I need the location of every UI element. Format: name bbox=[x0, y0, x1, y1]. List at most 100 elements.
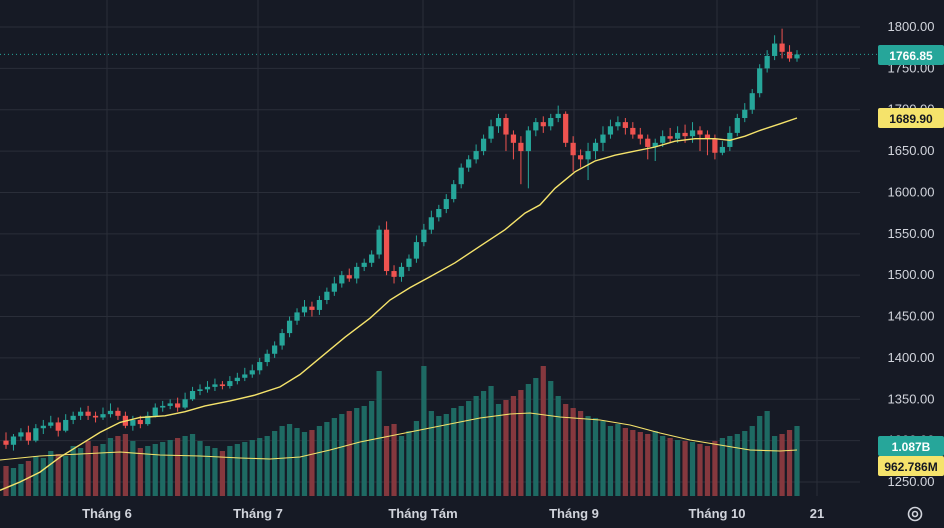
candle-body bbox=[600, 134, 606, 143]
volume-ma-badge: 962.786M bbox=[878, 456, 944, 476]
candle bbox=[279, 328, 285, 350]
volume-bar bbox=[78, 448, 84, 496]
candle bbox=[204, 381, 211, 393]
volume-bar bbox=[727, 436, 733, 496]
time-axis[interactable]: Tháng 6 Tháng 7 Tháng Tám Tháng 9 Tháng 10 21 bbox=[82, 506, 824, 521]
candle bbox=[219, 381, 226, 390]
candle bbox=[779, 28, 785, 59]
candle bbox=[212, 378, 218, 391]
candle-body bbox=[272, 345, 278, 354]
time-tick-label: Tháng 10 bbox=[688, 506, 745, 521]
candle-body bbox=[540, 122, 546, 127]
candle bbox=[130, 415, 136, 431]
candle-body bbox=[443, 199, 449, 209]
price-tick-label: 1450.00 bbox=[888, 309, 935, 324]
settings-gear-icon[interactable] bbox=[906, 505, 924, 523]
candle-body bbox=[227, 381, 233, 387]
candle-body bbox=[652, 142, 658, 147]
volume-bar bbox=[413, 421, 420, 496]
last-price-badge: 1766.85 bbox=[878, 45, 944, 65]
candle-body bbox=[779, 43, 785, 52]
volume-value: 1.087B bbox=[892, 440, 931, 454]
candle-body bbox=[495, 118, 502, 127]
candle-body bbox=[592, 142, 599, 152]
candle-body bbox=[18, 432, 24, 437]
volume-bar bbox=[70, 446, 76, 496]
candle bbox=[197, 384, 203, 396]
candle bbox=[286, 316, 293, 338]
volume-bar bbox=[742, 431, 748, 496]
volume-bar bbox=[667, 438, 673, 496]
candle-body bbox=[324, 291, 330, 300]
candle-body bbox=[40, 425, 46, 429]
candle bbox=[458, 163, 464, 189]
candle bbox=[772, 35, 778, 61]
volume-badge: 1.087B bbox=[878, 436, 944, 456]
candle bbox=[749, 89, 755, 114]
candle-body bbox=[175, 403, 181, 408]
volume-bars bbox=[3, 366, 800, 496]
candle-body bbox=[734, 118, 740, 133]
candle bbox=[570, 136, 576, 172]
candle-body bbox=[197, 389, 203, 391]
candle-body bbox=[242, 374, 248, 378]
candle bbox=[413, 235, 420, 263]
candle-body bbox=[204, 386, 211, 390]
volume-bar bbox=[107, 438, 114, 496]
candle-body bbox=[757, 68, 763, 94]
candle-body bbox=[189, 391, 196, 400]
price-tick-label: 1400.00 bbox=[888, 350, 935, 365]
volume-bar bbox=[518, 390, 524, 496]
candle-body bbox=[25, 432, 31, 441]
volume-bar bbox=[152, 444, 158, 496]
candle-body bbox=[548, 118, 554, 127]
volume-bar bbox=[786, 430, 793, 496]
volume-bar bbox=[55, 454, 61, 496]
volume-bar bbox=[361, 406, 367, 496]
candle bbox=[152, 403, 158, 418]
candle-body bbox=[518, 142, 524, 152]
volume-bar bbox=[316, 426, 323, 496]
candle bbox=[249, 364, 255, 378]
volume-bar bbox=[391, 424, 397, 496]
volume-bar bbox=[130, 441, 136, 496]
candle bbox=[757, 64, 763, 98]
candle-body bbox=[346, 275, 352, 279]
price-tick-label: 1350.00 bbox=[888, 391, 935, 406]
candle bbox=[645, 134, 651, 160]
volume-bar bbox=[122, 434, 129, 496]
candle-body bbox=[339, 275, 345, 284]
volume-bar bbox=[503, 400, 509, 496]
volume-bar bbox=[630, 430, 636, 496]
candle-body bbox=[100, 414, 106, 418]
candle-body bbox=[637, 134, 643, 139]
volume-bar bbox=[577, 411, 584, 496]
candle-body bbox=[682, 132, 688, 137]
candle bbox=[257, 357, 263, 375]
volume-bar bbox=[428, 411, 434, 496]
volume-bar bbox=[660, 436, 666, 496]
volume-bar bbox=[339, 414, 345, 496]
candle-body bbox=[660, 136, 666, 143]
ma-price-badge: 1689.90 bbox=[878, 108, 944, 128]
candle bbox=[383, 221, 390, 276]
candle-body bbox=[674, 132, 681, 139]
candle-body bbox=[376, 229, 382, 255]
volume-bar bbox=[85, 441, 91, 496]
candle bbox=[585, 142, 591, 181]
candle-body bbox=[286, 320, 293, 334]
volume-bar bbox=[242, 442, 248, 496]
candle-body bbox=[712, 138, 718, 153]
volume-bar bbox=[451, 408, 457, 496]
candle-body bbox=[10, 436, 17, 445]
volume-bar bbox=[488, 386, 494, 496]
candle bbox=[33, 424, 39, 443]
candle-body bbox=[719, 146, 725, 153]
volume-bar bbox=[257, 438, 263, 496]
candle-body bbox=[615, 122, 621, 127]
volume-bar bbox=[749, 426, 755, 496]
volume-bar bbox=[212, 448, 218, 496]
volume-ma-value: 962.786M bbox=[884, 460, 937, 474]
volume-bar bbox=[480, 391, 487, 496]
